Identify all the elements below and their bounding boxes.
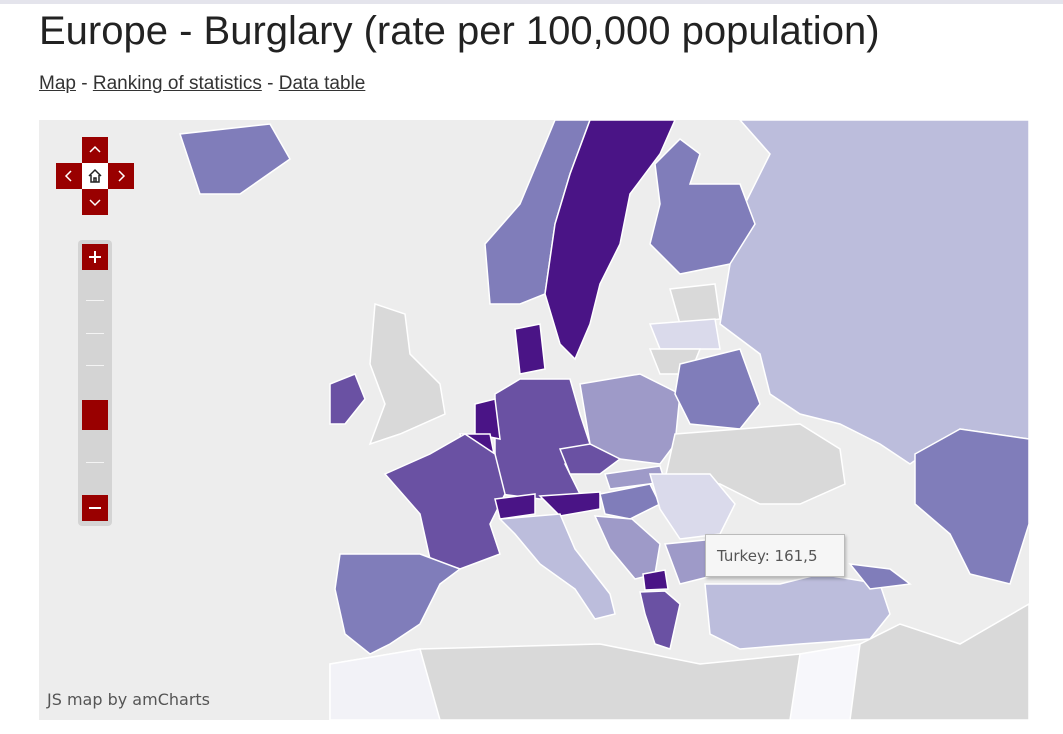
map-credit[interactable]: JS map by amCharts <box>47 690 210 709</box>
country[interactable] <box>642 569 669 591</box>
nav-link[interactable]: Data table <box>278 73 366 94</box>
country[interactable] <box>599 483 662 520</box>
zoom-slider[interactable] <box>78 240 112 526</box>
country[interactable] <box>639 590 681 650</box>
zoom-in[interactable] <box>82 244 108 270</box>
country[interactable] <box>494 378 591 500</box>
nav: Map - Ranking of statistics - Data table <box>39 73 365 95</box>
country[interactable] <box>383 433 506 570</box>
country[interactable] <box>719 120 1029 465</box>
country[interactable] <box>593 515 661 580</box>
zoom-tick <box>86 300 104 301</box>
map[interactable]: Turkey: 161,5 JS map by amCharts <box>39 120 1029 720</box>
country[interactable] <box>334 553 462 655</box>
pan-right[interactable] <box>108 163 134 189</box>
nav-link[interactable]: Ranking of statistics <box>92 73 262 94</box>
country[interactable] <box>514 323 546 375</box>
zoom-handle[interactable] <box>82 400 108 430</box>
country[interactable] <box>848 563 912 590</box>
country[interactable] <box>704 573 891 650</box>
country[interactable] <box>178 123 291 195</box>
country[interactable] <box>329 373 366 425</box>
zoom-tick <box>86 365 104 366</box>
zoom-out[interactable] <box>82 495 108 521</box>
pan-down[interactable] <box>82 189 108 215</box>
country[interactable] <box>494 493 536 520</box>
nav-link[interactable]: Map <box>39 73 76 94</box>
tooltip: Turkey: 161,5 <box>705 534 845 577</box>
country[interactable] <box>648 318 721 350</box>
country[interactable] <box>538 491 601 517</box>
pan-left[interactable] <box>56 163 82 189</box>
country[interactable] <box>789 643 861 720</box>
nav-separator: - <box>267 73 274 94</box>
zoom-tick <box>86 333 104 334</box>
country[interactable] <box>498 513 616 620</box>
country[interactable] <box>649 138 756 275</box>
country[interactable] <box>368 302 446 446</box>
country[interactable] <box>329 648 441 720</box>
pan-up[interactable] <box>82 137 108 163</box>
page-title: Europe - Burglary (rate per 100,000 popu… <box>39 9 880 53</box>
country[interactable] <box>914 428 1029 585</box>
map-shapes <box>178 120 1029 720</box>
country[interactable] <box>669 283 721 325</box>
zoom-tick <box>86 462 104 463</box>
country[interactable] <box>474 398 501 440</box>
home[interactable] <box>82 163 108 189</box>
country[interactable] <box>558 443 622 475</box>
nav-separator: - <box>81 73 88 94</box>
country[interactable] <box>544 120 676 361</box>
